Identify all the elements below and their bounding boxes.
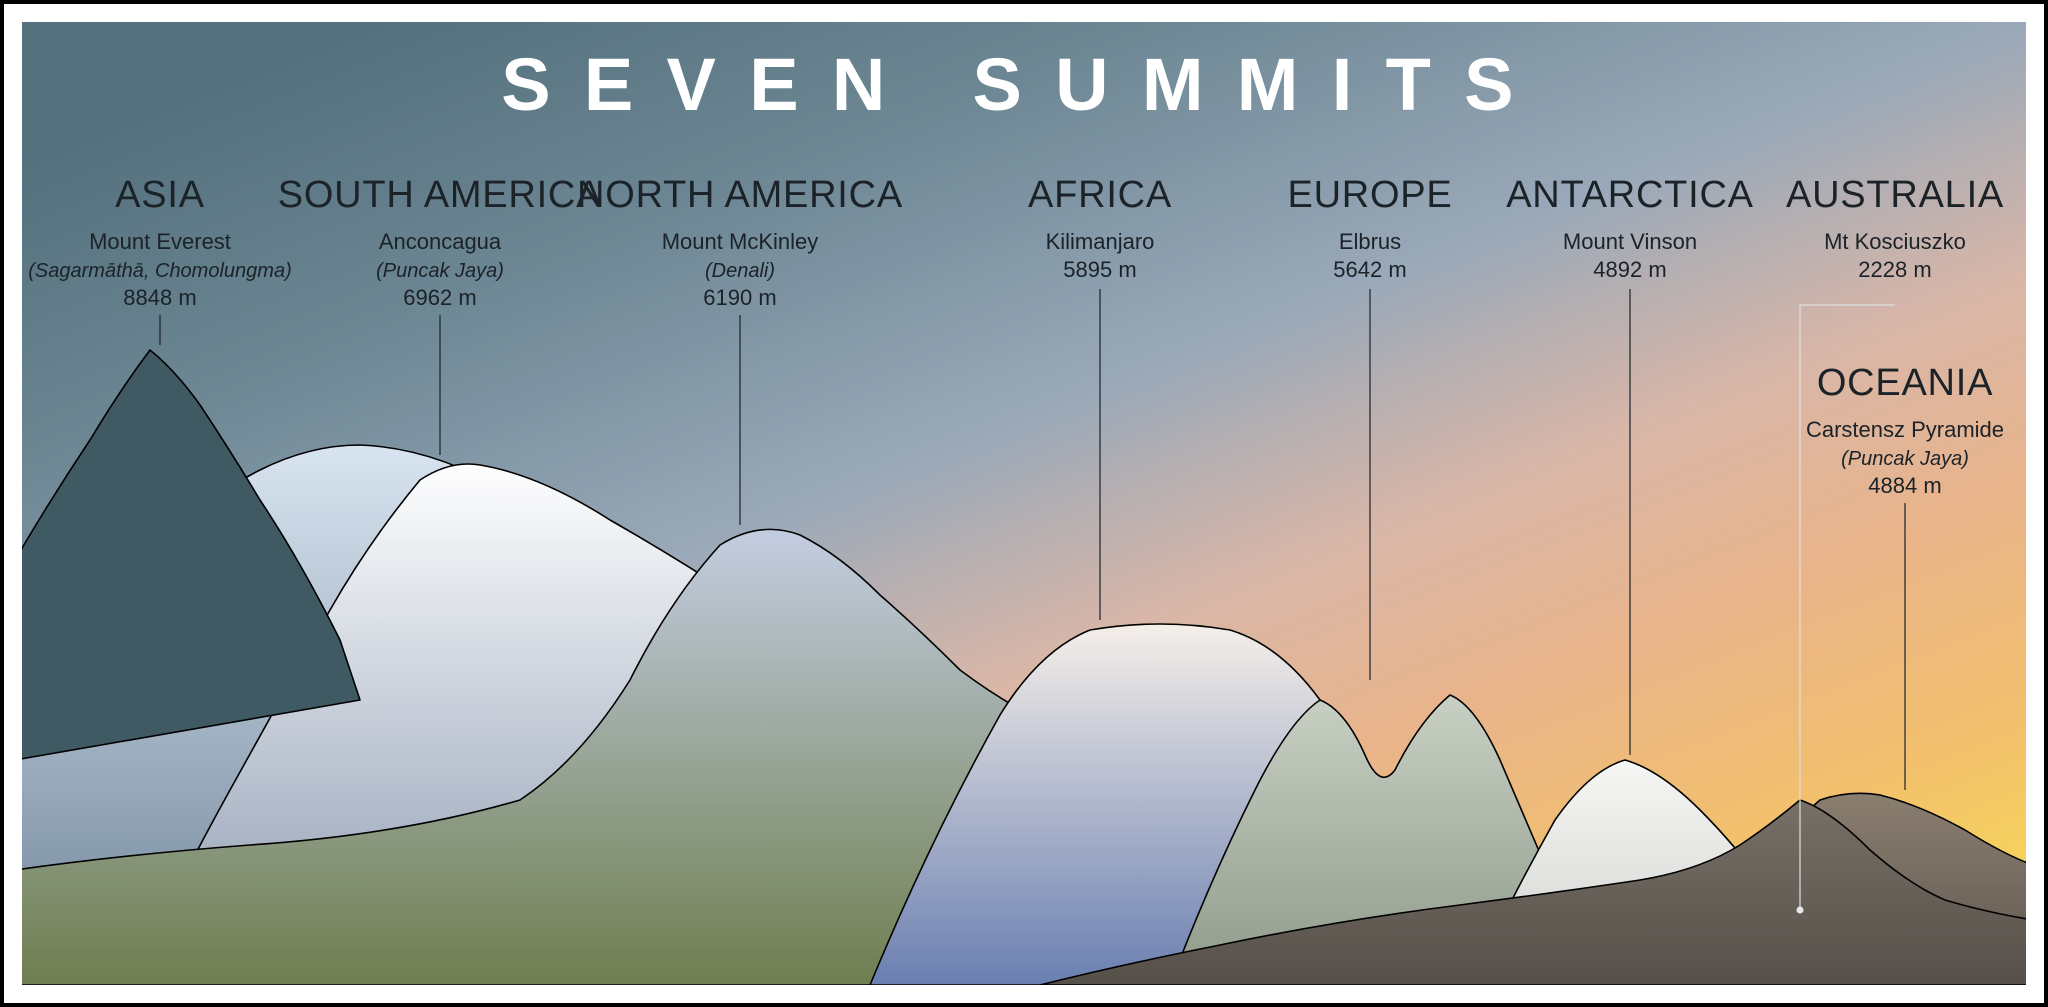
mountain-name-asia: Mount Everest: [89, 229, 231, 254]
mountain-height-south_america: 6962 m: [403, 285, 476, 310]
mountain-name-antarctica: Mount Vinson: [1563, 229, 1697, 254]
mountain-name-north_america: Mount McKinley: [662, 229, 819, 254]
mountain-height-antarctica: 4892 m: [1593, 257, 1666, 282]
continent-label-oceania: OCEANIA: [1817, 362, 1993, 404]
canvas-svg: ASIA Mount Everest (Sagarmāthā, Chomolungm…: [0, 0, 2048, 1007]
mountain-height-australia: 2228 m: [1858, 257, 1931, 282]
continent-label-asia: ASIA: [115, 174, 205, 216]
mountain-height-europe: 5642 m: [1333, 257, 1406, 282]
mountain-name-australia: Mt Kosciuszko: [1824, 229, 1966, 254]
continent-label-antarctica: ANTARCTICA: [1506, 174, 1754, 216]
main-title: SEVEN SUMMITS: [501, 43, 1547, 126]
mountain-aka-oceania: (Puncak Jaya): [1841, 448, 1969, 470]
mountain-height-africa: 5895 m: [1063, 257, 1136, 282]
continent-label-europe: EUROPE: [1287, 174, 1452, 216]
continent-label-africa: AFRICA: [1028, 174, 1172, 216]
mountain-name-europe: Elbrus: [1339, 229, 1401, 254]
mountain-aka-asia: (Sagarmāthā, Chomolungma): [28, 260, 291, 282]
continent-label-south_america: SOUTH AMERICA: [278, 174, 602, 216]
continent-label-north_america: NORTH AMERICA: [577, 174, 903, 216]
leader-dot-australia: [1797, 907, 1804, 914]
mountain-name-oceania: Carstensz Pyramide: [1806, 417, 2004, 442]
mountain-height-oceania: 4884 m: [1868, 473, 1941, 498]
mountain-name-south_america: Anconcagua: [379, 229, 502, 254]
mountain-name-africa: Kilimanjaro: [1046, 229, 1155, 254]
mountain-height-north_america: 6190 m: [703, 285, 776, 310]
seven-summits-infographic: ASIA Mount Everest (Sagarmāthā, Chomolungm…: [0, 0, 2048, 1007]
mountain-height-asia: 8848 m: [123, 285, 196, 310]
mountain-aka-south_america: (Puncak Jaya): [376, 260, 504, 282]
continent-label-australia: AUSTRALIA: [1786, 174, 2004, 216]
mountain-aka-north_america: (Denali): [705, 260, 775, 282]
